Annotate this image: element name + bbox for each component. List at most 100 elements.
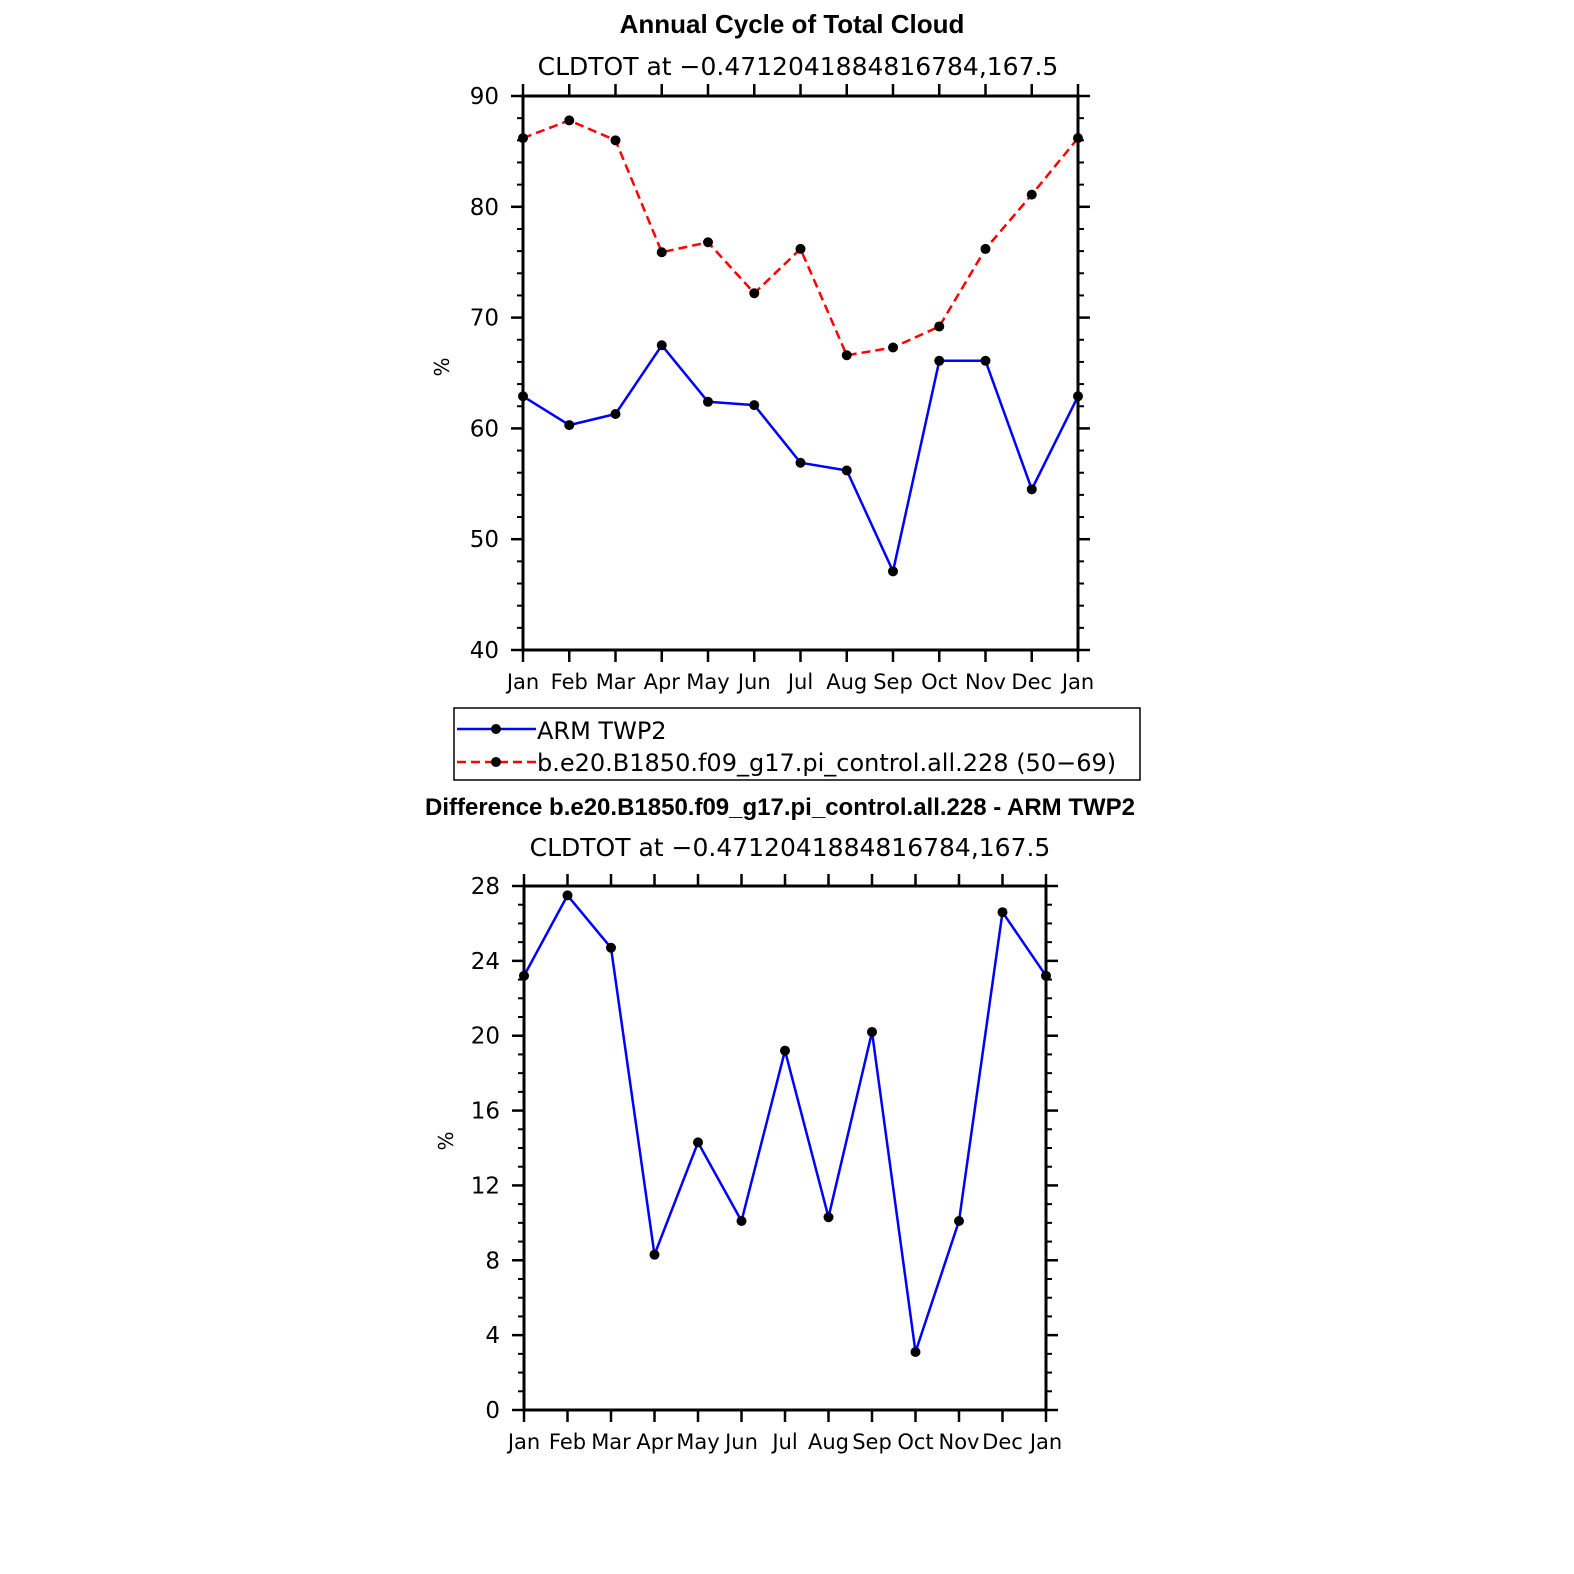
- x-tick-label: Apr: [636, 1430, 673, 1454]
- y-tick-label: 16: [471, 1099, 500, 1125]
- x-tick-label: Aug: [808, 1430, 849, 1454]
- y-tick-label: 28: [471, 874, 500, 900]
- legend-label-model: b.e20.B1850.f09_g17.pi_control.all.228 (…: [537, 749, 1116, 777]
- y-tick-label: 24: [471, 949, 500, 975]
- chart1-ylabel: %: [430, 357, 454, 376]
- chart1-frame: [521, 94, 1080, 652]
- y-tick-label: 70: [470, 306, 499, 332]
- legend-entry-arm: ARM TWP2: [457, 717, 667, 745]
- chart1-series-1-point: [610, 135, 621, 146]
- chart1-series-0-point: [888, 566, 898, 577]
- chart1-series-0-point: [980, 355, 991, 366]
- chart1-series-1-point: [1073, 133, 1083, 144]
- chart2-series-0-point: [1041, 970, 1051, 981]
- x-tick-label: Nov: [939, 1430, 980, 1454]
- chart1-series-0-point: [564, 420, 575, 431]
- chart1-series-0-point: [749, 400, 760, 411]
- x-tick-label: Mar: [591, 1430, 631, 1454]
- y-tick-label: 60: [470, 416, 499, 442]
- chart1-series-1-point: [518, 133, 528, 144]
- legend-entry-model: b.e20.B1850.f09_g17.pi_control.all.228 (…: [457, 749, 1116, 777]
- x-tick-label: Dec: [1011, 670, 1052, 694]
- chart2-series-0-point: [997, 907, 1008, 918]
- y-tick-label: 4: [485, 1323, 500, 1349]
- x-tick-label: Dec: [982, 1430, 1023, 1454]
- chart1-series-0-point: [656, 340, 667, 351]
- x-tick-label: Nov: [965, 670, 1006, 694]
- chart2-series-0-point: [780, 1045, 790, 1056]
- x-tick-label: Aug: [826, 670, 867, 694]
- chart1-series-0-point: [610, 408, 621, 419]
- chart2-series-0-point: [910, 1346, 921, 1357]
- chart2-subtitle: CLDTOT at −0.4712041884816784,167.5: [530, 833, 1051, 862]
- chart1-series-0-point: [934, 355, 945, 366]
- chart1-series-1-point: [656, 247, 667, 258]
- chart1-series-1-point: [888, 342, 898, 353]
- legend-marker-model: [491, 757, 501, 767]
- chart2-series-0-point: [954, 1215, 964, 1226]
- chart2-frame: [522, 884, 1048, 1412]
- chart1-series-0-point: [703, 396, 713, 407]
- chart2-series-0-point: [649, 1249, 660, 1260]
- y-tick-label: 80: [470, 195, 499, 221]
- chart1-series-0-point: [795, 457, 806, 468]
- x-tick-label: Jun: [736, 670, 771, 694]
- x-tick-label: Jan: [1060, 670, 1094, 694]
- chart1-plot: Jan Feb Mar Apr May Jun Jul Aug Sep Oct Nov Dec Jan4…: [470, 84, 1094, 694]
- chart1-series-1-point: [795, 243, 806, 254]
- x-tick-label: Jun: [723, 1430, 758, 1454]
- chart2-series-0-point: [867, 1026, 877, 1037]
- chart1-series-1-point: [841, 350, 852, 361]
- chart1-series-0-point: [1026, 484, 1037, 495]
- y-tick-label: 50: [470, 527, 499, 553]
- x-tick-label: Oct: [921, 670, 957, 694]
- x-tick-label: Jan: [505, 670, 539, 694]
- chart1-series-0-point: [841, 465, 852, 476]
- legend-label-arm: ARM TWP2: [537, 717, 667, 745]
- chart1-series-1-point: [749, 288, 760, 299]
- y-tick-label: 90: [470, 84, 499, 110]
- x-tick-label: May: [676, 1430, 719, 1454]
- chart1-series-1-point: [564, 115, 575, 126]
- chart1-series-1-point: [934, 321, 945, 332]
- chart2-series-0-point: [562, 890, 573, 901]
- x-tick-label: Sep: [873, 670, 913, 694]
- chart2-series-0-point: [606, 942, 616, 953]
- legend: ARM TWP2 b.e20.B1850.f09_g17.pi_control.…: [453, 707, 1141, 781]
- x-tick-label: Sep: [852, 1430, 892, 1454]
- chart2-title: Difference b.e20.B1850.f09_g17.pi_contro…: [425, 794, 1135, 821]
- chart1-series-0-point: [518, 391, 528, 402]
- chart1-title: Annual Cycle of Total Cloud: [620, 9, 965, 39]
- y-tick-label: 8: [485, 1248, 500, 1274]
- x-tick-label: Jul: [770, 1430, 797, 1454]
- chart2-plot: Jan Feb Mar Apr May Jun Jul Aug Sep Oct Nov Dec Jan0…: [471, 874, 1062, 1454]
- chart1-series-line-1: [522, 119, 1079, 357]
- chart2-ylabel: %: [434, 1131, 458, 1150]
- x-tick-label: Jul: [786, 670, 813, 694]
- chart2-series-0-point: [736, 1215, 747, 1226]
- chart1-series-0-point: [1073, 391, 1083, 402]
- x-tick-label: Feb: [549, 1430, 586, 1454]
- chart2-series-0-point: [693, 1137, 703, 1148]
- y-tick-label: 0: [485, 1398, 500, 1424]
- chart1-series-1-point: [703, 237, 713, 248]
- x-tick-label: May: [686, 670, 729, 694]
- x-tick-label: Jan: [1028, 1430, 1062, 1454]
- y-tick-label: 20: [471, 1024, 500, 1050]
- y-tick-label: 12: [471, 1173, 500, 1199]
- x-tick-label: Feb: [551, 670, 588, 694]
- x-tick-label: Mar: [596, 670, 636, 694]
- chart2-series-line-0: [522, 894, 1048, 1354]
- chart2-series-0-point: [519, 970, 529, 981]
- chart1-series-1-point: [980, 243, 991, 254]
- x-tick-label: Jan: [506, 1430, 540, 1454]
- chart1-subtitle: CLDTOT at −0.4712041884816784,167.5: [538, 52, 1059, 81]
- legend-marker-arm: [491, 724, 501, 734]
- chart1-series-1-point: [1026, 189, 1037, 200]
- legend-box: [453, 707, 1141, 781]
- y-tick-label: 40: [470, 638, 499, 664]
- x-tick-label: Apr: [644, 670, 681, 694]
- x-tick-label: Oct: [897, 1430, 933, 1454]
- chart2-series-0-point: [823, 1212, 834, 1223]
